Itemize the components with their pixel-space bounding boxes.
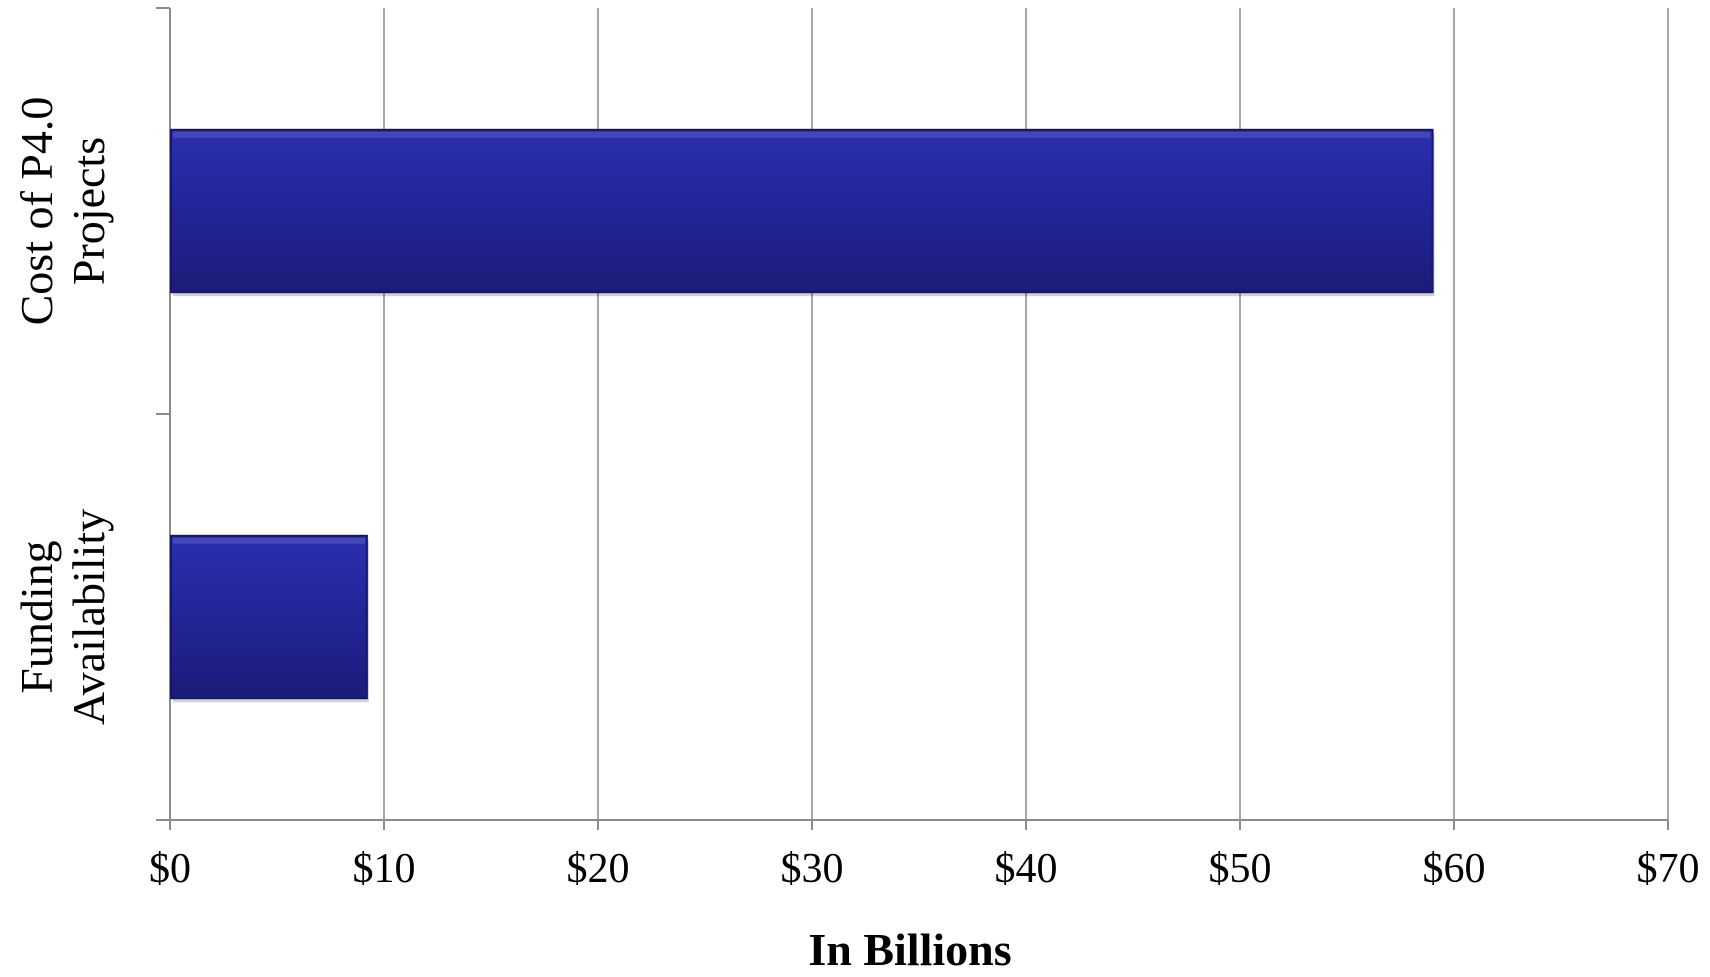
category-label-0-line-1: Projects <box>63 137 114 285</box>
category-label-1: Funding Availability <box>11 509 114 725</box>
x-tick-label-0: $0 <box>149 846 191 892</box>
x-tick-label-6: $60 <box>1423 846 1486 892</box>
bar-highlight-0 <box>173 131 1431 138</box>
x-tick-label-5: $50 <box>1209 846 1272 892</box>
x-tick-label-4: $40 <box>995 846 1058 892</box>
bar-1 <box>170 534 368 700</box>
x-tick-label-2: $20 <box>567 846 630 892</box>
category-label-1-line-1: Availability <box>63 509 114 725</box>
bars <box>170 128 1435 703</box>
category-label-1-line-0: Funding <box>11 540 62 693</box>
x-tick-label-1: $10 <box>353 846 416 892</box>
x-axis-title: In Billions <box>808 924 1011 975</box>
x-tick-label-3: $30 <box>781 846 844 892</box>
bar-highlight-1 <box>173 537 365 544</box>
category-label-0: Cost of P4.0 Projects <box>11 97 114 326</box>
category-label-0-line-0: Cost of P4.0 <box>11 97 62 326</box>
labels: $0 $10 $20 $30 $40 $50 $60 $70 Cost of P4.0 Proje… <box>11 97 1700 892</box>
bar-0 <box>170 128 1434 294</box>
x-tick-label-7: $70 <box>1637 846 1700 892</box>
